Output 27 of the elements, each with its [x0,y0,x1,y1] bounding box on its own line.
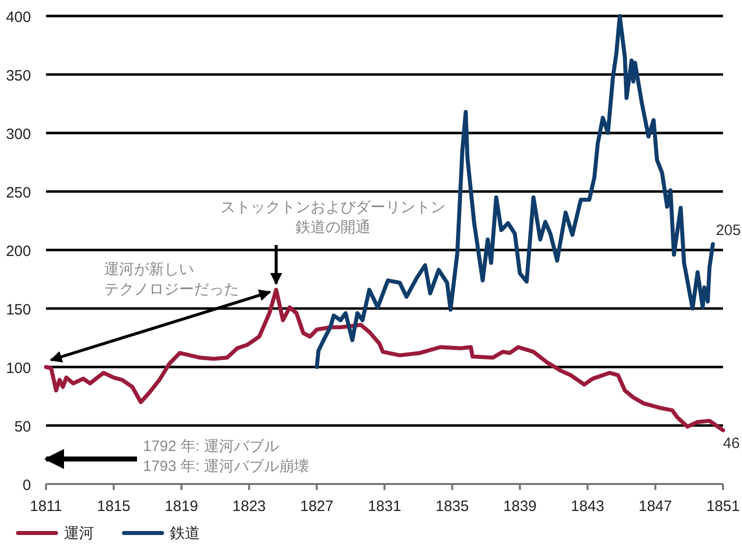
x-tick-label: 1835 [436,498,469,515]
x-tick-label: 1847 [638,498,672,515]
annotation: 205 [716,222,741,240]
x-tick-label: 1839 [503,498,537,515]
annotation: ストックトンおよびダーリントン鉄道の開通 [220,199,446,236]
y-tick-label: 250 [6,184,31,202]
y-tick-label: 0 [22,477,31,494]
annotation: 運河が新しいテクノロジーだった [104,261,239,298]
legend-label: 鉄道 [170,525,200,542]
y-tick-label: 100 [6,360,31,377]
x-tick-label: 1831 [368,498,402,515]
x-tick-label: 1815 [97,498,130,515]
annotation: 46 [723,435,740,452]
y-tick-label: 400 [6,9,31,26]
y-tick-label: 200 [6,243,31,260]
x-tick-label: 1843 [570,498,604,515]
y-tick-label: 150 [6,302,31,318]
y-tick-label: 300 [6,126,31,143]
x-tick-label: 1827 [300,498,334,515]
x-tick-label: 1851 [706,498,740,515]
x-tick-label: 1811 [30,498,62,515]
y-tick-label: 50 [14,418,31,436]
x-tick-label: 1823 [232,498,266,515]
x-tick-label: 1819 [164,498,198,515]
legend-label: 運河 [64,525,94,542]
y-tick-label: 350 [6,68,31,84]
annotation: 1792 年: 運河バブル 1793 年: 運河バブル崩壊 [143,438,309,475]
